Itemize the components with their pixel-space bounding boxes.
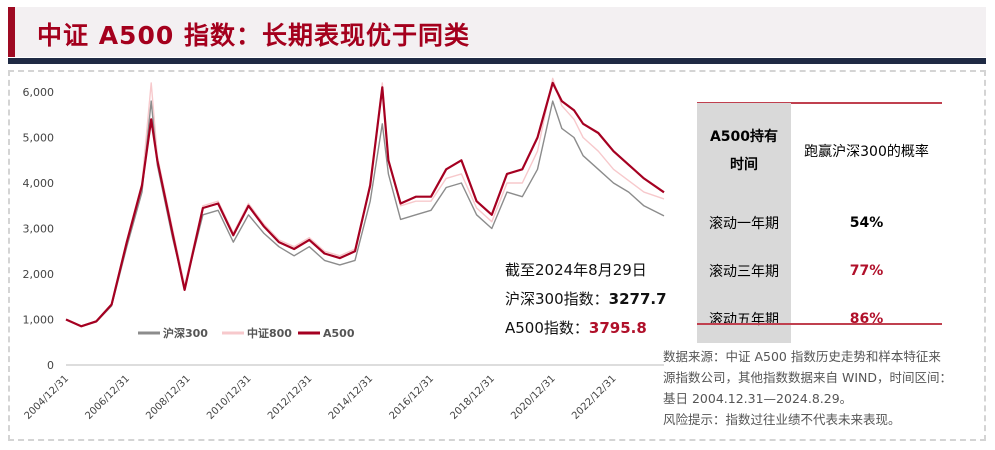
period-cell: 滚动五年期 <box>697 295 791 343</box>
x-tick-label: 2018/12/31 <box>448 373 497 422</box>
y-tick-label: 3,000 <box>23 223 55 236</box>
col1-header: A500持有 时间 <box>697 103 791 199</box>
table-top-rule <box>697 102 942 104</box>
title-underline <box>8 58 986 64</box>
x-tick-label: 2010/12/31 <box>205 373 254 422</box>
x-tick-label: 2014/12/31 <box>327 373 376 422</box>
y-tick-label: 2,000 <box>23 268 55 281</box>
table-row: 滚动一年期 54% <box>697 199 942 247</box>
table-row: 滚动三年期 77% <box>697 247 942 295</box>
x-tick-label: 2004/12/31 <box>23 373 72 422</box>
y-tick-label: 0 <box>47 359 54 372</box>
y-tick-label: 4,000 <box>23 177 55 190</box>
x-tick-label: 2022/12/31 <box>570 373 619 422</box>
y-tick-label: 6,000 <box>23 86 55 99</box>
page-title: 中证 A500 指数：长期表现优于同类 <box>37 21 470 50</box>
legend-label: 中证800 <box>247 326 292 340</box>
prob-cell: 77% <box>849 263 884 279</box>
content-frame <box>8 70 986 441</box>
date-annotation: 截至2024年8月29日 <box>505 261 647 279</box>
legend-label: A500 <box>323 327 355 340</box>
x-tick-label: 2020/12/31 <box>509 373 558 422</box>
col2-header: 跑赢沪深300的概率 <box>804 144 929 160</box>
prob-cell: 54% <box>849 215 884 231</box>
table-bottom-rule <box>697 323 942 325</box>
x-tick-label: 2006/12/31 <box>83 373 132 422</box>
y-tick-label: 5,000 <box>23 132 55 145</box>
legend-label: 沪深300 <box>163 326 208 340</box>
table-row: 滚动五年期 86% <box>697 295 942 343</box>
hs300-annotation: 沪深300指数：3277.7 <box>505 290 667 308</box>
x-tick-label: 2012/12/31 <box>266 373 315 422</box>
x-tick-label: 2008/12/31 <box>144 373 193 422</box>
table-header-row: A500持有 时间 跑赢沪深300的概率 <box>697 103 942 199</box>
a500-annotation: A500指数：3795.8 <box>505 319 647 337</box>
period-cell: 滚动一年期 <box>697 199 791 247</box>
x-tick-label: 2016/12/31 <box>388 373 437 422</box>
series-line-A500 <box>65 81 665 328</box>
y-tick-label: 1,000 <box>23 314 55 327</box>
source-note: 数据来源：中证 A500 指数历史走势和样本特征来 源指数公司，其他指数数据来自… <box>663 349 952 427</box>
prob-cell: 86% <box>849 311 884 327</box>
period-cell: 滚动三年期 <box>697 247 791 295</box>
probability-table: A500持有 时间 跑赢沪深300的概率 滚动一年期 54% 滚动三年期 77% … <box>697 103 942 343</box>
title-bar: 中证 A500 指数：长期表现优于同类 <box>8 7 986 57</box>
